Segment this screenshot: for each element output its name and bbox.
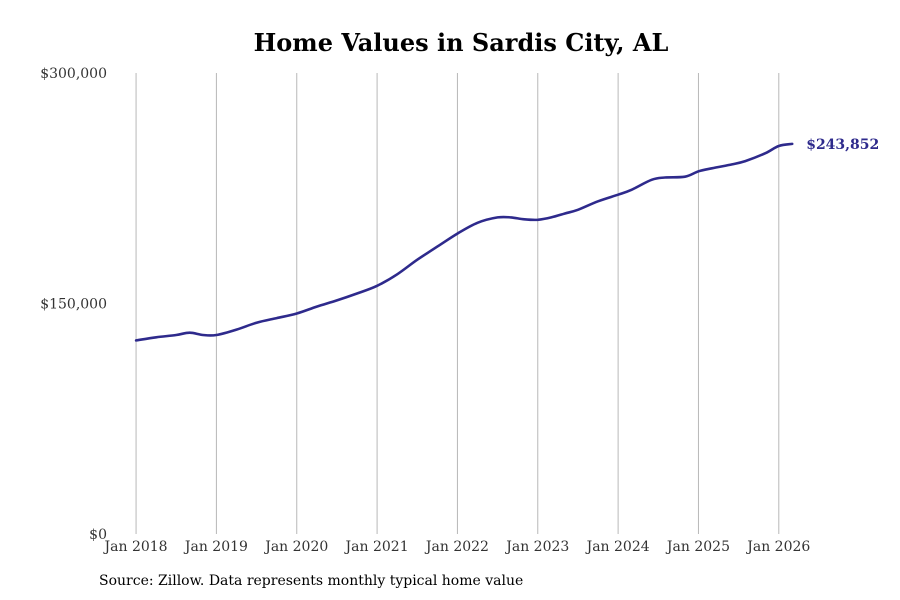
x-tick-label: Jan 2022 [424,539,489,555]
x-tick-label: Jan 2018 [103,539,168,555]
series-layer [134,142,794,342]
y-axis-ticks: $0 $150,000 $300,000 [40,66,107,543]
x-tick-label: Jan 2019 [183,539,248,555]
x-tick-label: Jan 2024 [585,539,650,555]
source-note: Source: Zillow. Data represents monthly … [99,573,524,589]
x-tick-label: Jan 2023 [504,539,569,555]
gridlines [135,73,780,534]
x-tick-label: Jan 2026 [745,539,810,555]
x-axis-ticks: Jan 2018 Jan 2019 Jan 2020 Jan 2021 Jan 2022… [103,539,811,555]
x-tick-label: Jan 2020 [263,539,328,555]
y-tick-label: $300,000 [40,66,107,82]
series-line [134,142,794,342]
x-tick-label: Jan 2025 [665,539,730,555]
y-tick-label: $0 [89,527,107,543]
last-value-label: $243,852 [806,137,879,153]
y-tick-label: $150,000 [40,297,107,313]
chart-title: Home Values in Sardis City, AL [254,28,669,57]
x-tick-label: Jan 2021 [344,539,409,555]
